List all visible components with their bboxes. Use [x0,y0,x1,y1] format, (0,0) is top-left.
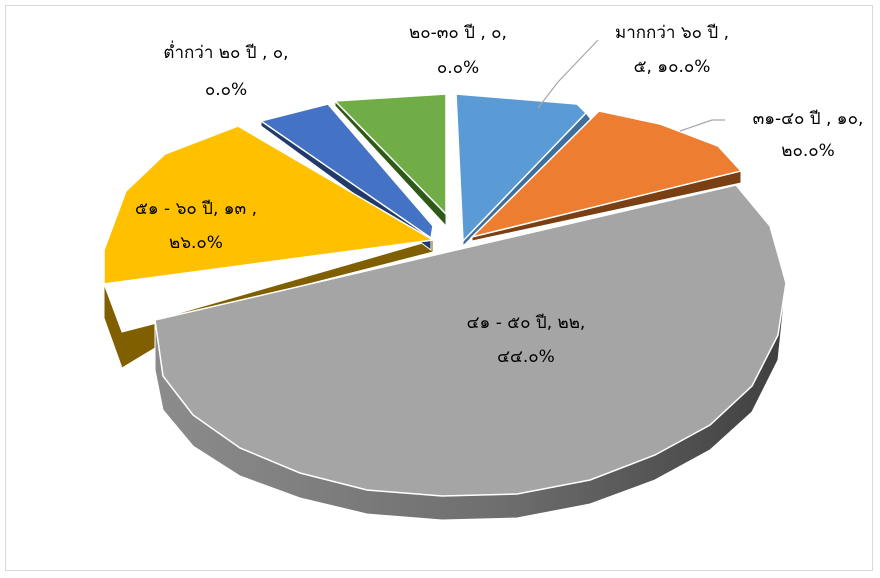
pie-slice-3 [154,184,787,497]
data-label-6-line-2: ๐.๐% [437,58,479,78]
leader-line-1 [537,39,599,109]
data-label-3: ๔๑ - ๕๐ ปี, ๒๒, ๔๔.๐% [467,313,586,367]
leader-line-2 [679,119,725,132]
data-label-1-line-2: ๕, ๑๐.๐% [634,57,711,77]
data-label-3-line-2: ๔๔.๐% [497,347,555,367]
data-label-4-line-1: ๕๑ - ๖๐ ปี, ๑๓ , [135,199,257,219]
pie-slice-2 [469,110,743,239]
data-label-5-line-1: ต่ำกว่า ๒๐ ปี , ๐, [163,40,288,63]
data-label-1-line-1: มากกว่า ๖๐ ปี , [615,23,729,43]
data-label-2-line-1: ๓๑-๔๐ ปี , ๑๐, [753,109,864,129]
data-label-6: ๒๐-๓๐ ปี , ๐, ๐.๐% [409,23,507,78]
data-label-1: มากกว่า ๖๐ ปี , ๕, ๑๐.๐% [615,23,729,77]
data-label-4: ๕๑ - ๖๐ ปี, ๑๓ , ๒๖.๐% [135,199,257,253]
data-label-2: ๓๑-๔๐ ปี , ๑๐, ๒๐.๐% [753,109,864,161]
data-label-3-line-1: ๔๑ - ๕๐ ปี, ๒๒, [467,313,586,333]
data-label-5-line-2: ๐.๐% [205,80,247,100]
data-label-5: ต่ำกว่า ๒๐ ปี , ๐, ๐.๐% [163,40,288,100]
data-label-6-line-1: ๒๐-๓๐ ปี , ๐, [409,23,507,43]
pie-slice-6 [333,93,447,216]
data-label-4-line-2: ๒๖.๐% [169,233,223,253]
pie-slice-1 [455,93,588,243]
pie-slice-4 [103,125,436,285]
data-label-2-line-2: ๒๐.๐% [781,141,835,161]
pie-slice-5 [259,103,434,240]
